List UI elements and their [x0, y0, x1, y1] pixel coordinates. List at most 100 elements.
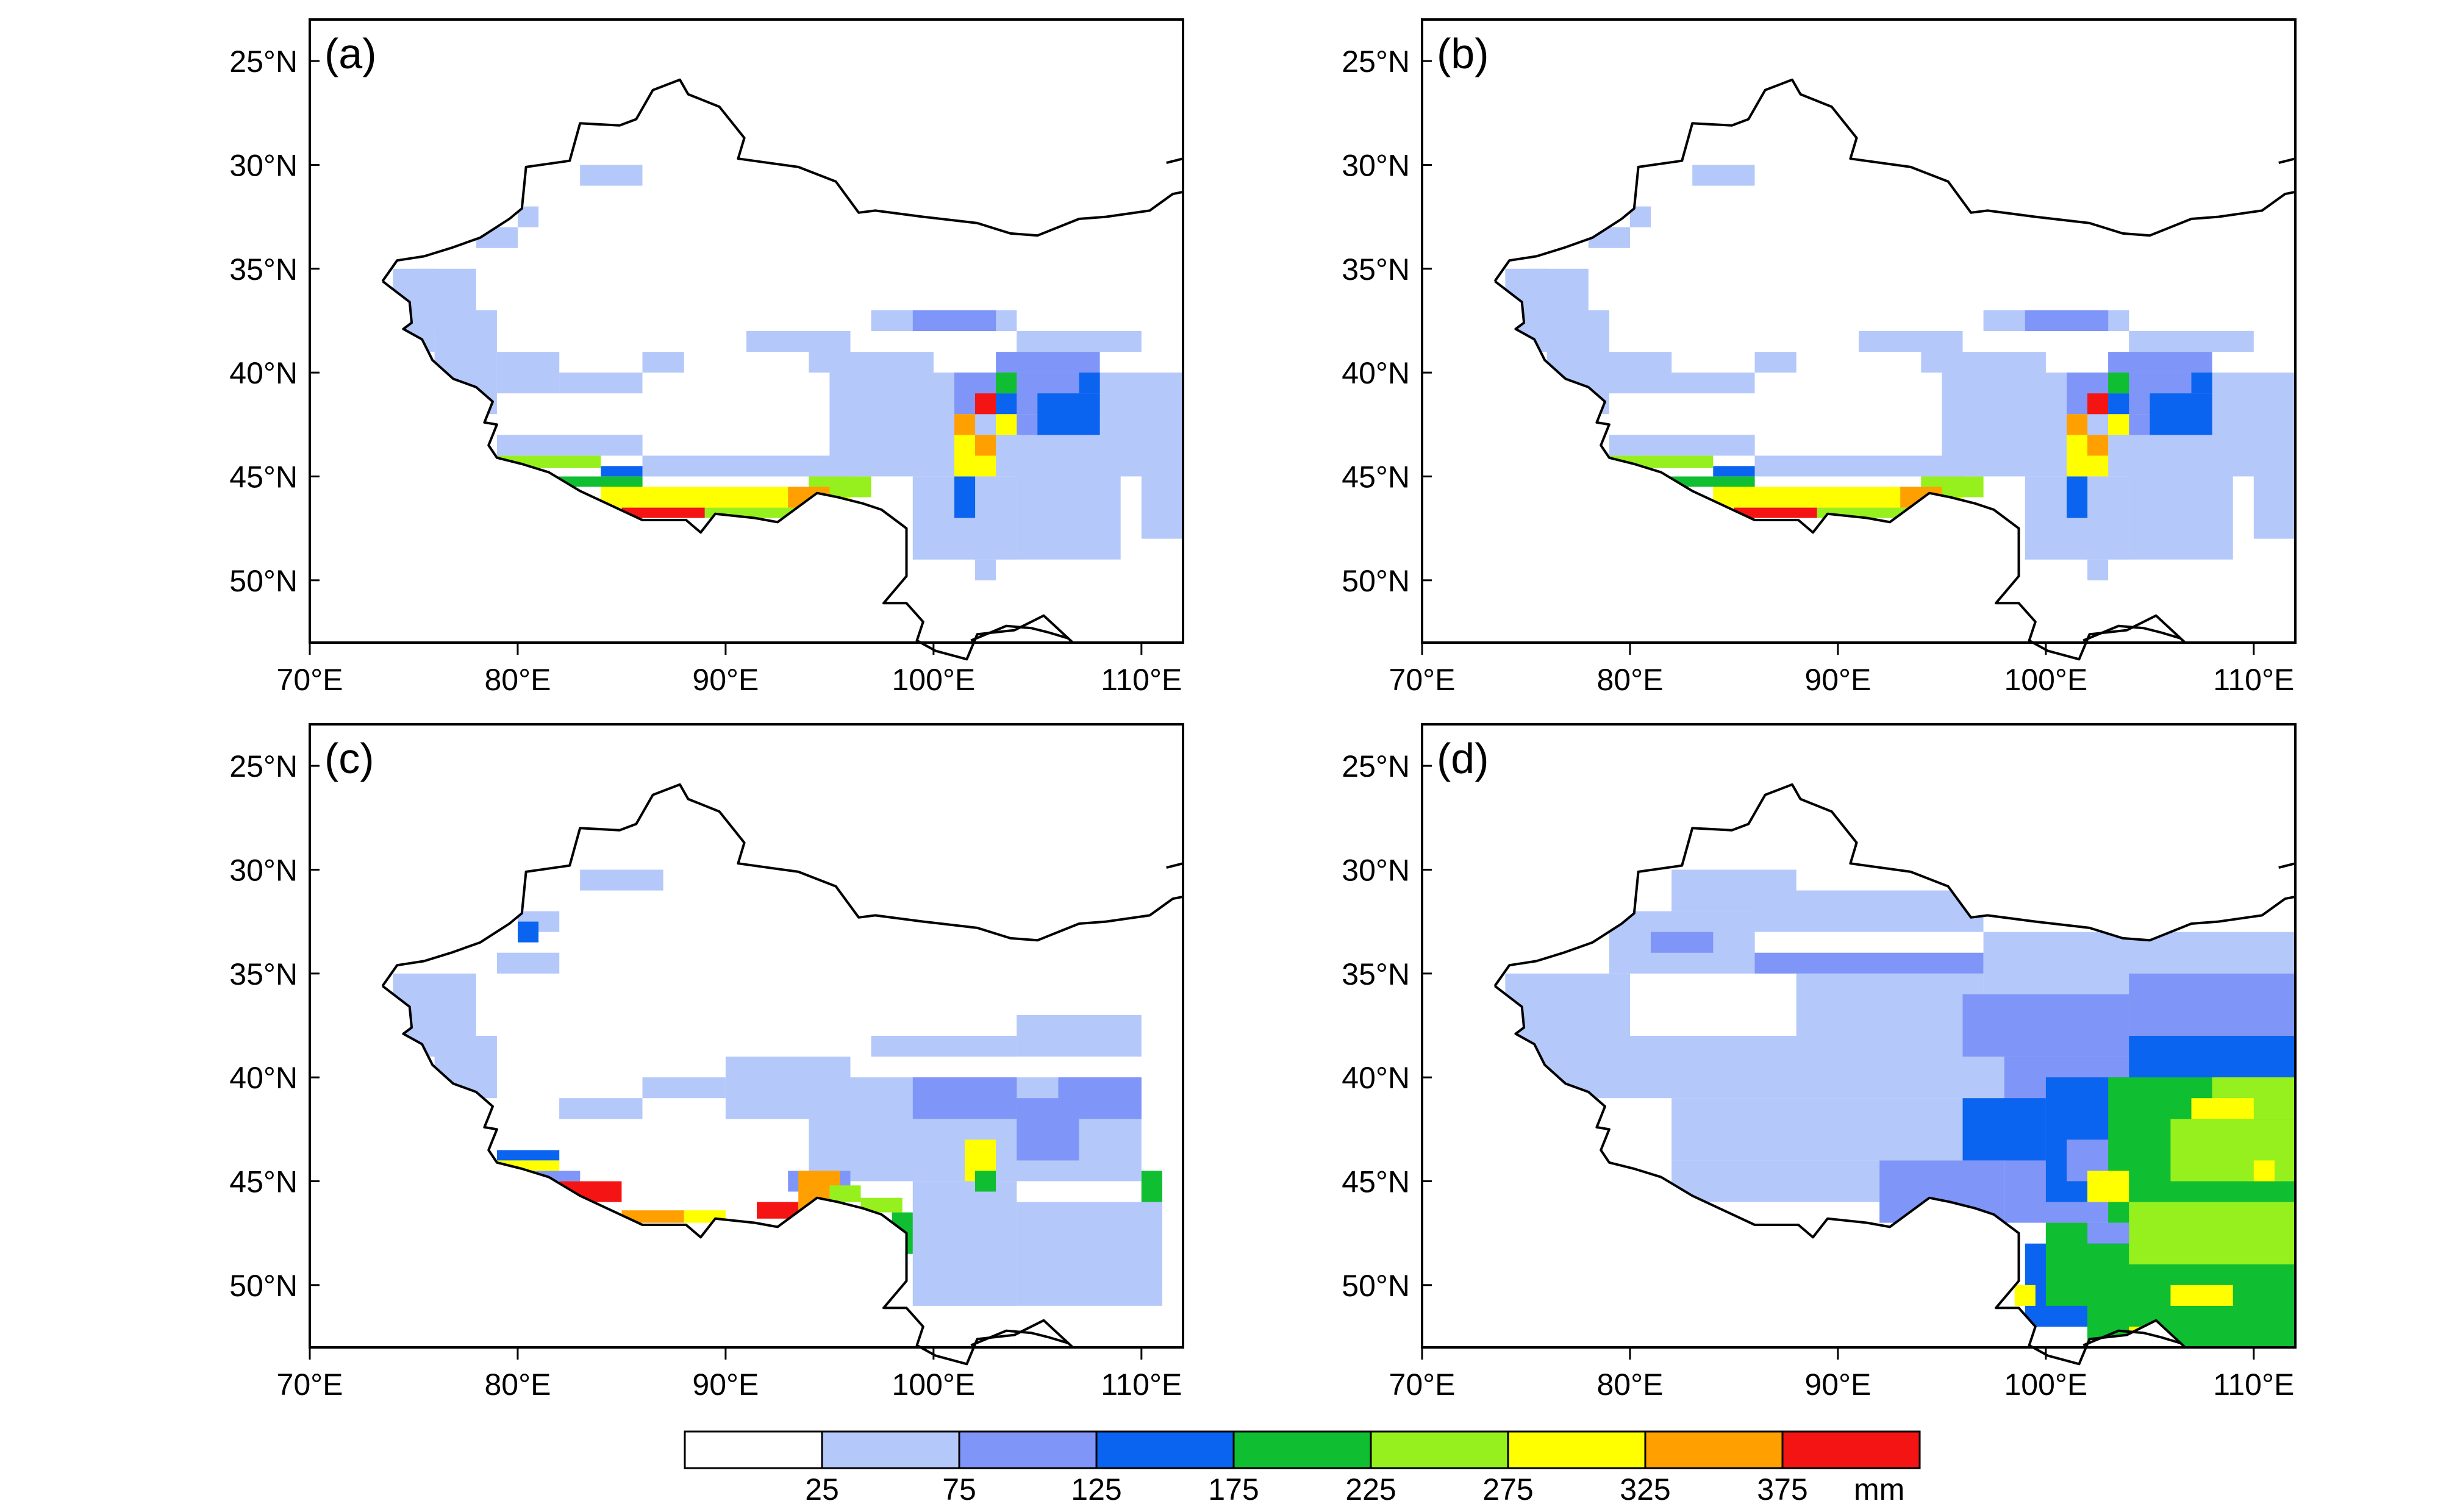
lat-tick-label: 50°N	[1342, 1269, 1410, 1303]
colorbar-box	[958, 1430, 1098, 1469]
precip-cell	[1017, 455, 1121, 560]
precip-cell	[1900, 487, 1942, 508]
lat-tick-label: 30°N	[229, 853, 298, 887]
precip-cell	[642, 1077, 726, 1099]
precip-cell	[850, 1119, 892, 1161]
precip-cell	[2025, 310, 2109, 331]
precip-cell	[2170, 1119, 2295, 1182]
precip-cell	[809, 352, 934, 373]
precip-cell	[954, 476, 976, 497]
lat-tick-label: 40°N	[1342, 356, 1410, 390]
precip-cell	[2253, 435, 2295, 539]
lat-tick-label: 40°N	[229, 356, 298, 390]
colorbar-label: 325	[1620, 1472, 1670, 1507]
precip-cell	[912, 1181, 1017, 1306]
lat-tick-label: 50°N	[229, 1269, 298, 1303]
map-panel: (d) 50°N 45°N 40°N 35°N 30°N 25°N 70°E 80°E 90°E 1…	[1342, 723, 2297, 1402]
colorbar-unit: mm	[1854, 1472, 1904, 1507]
colorbar-label: 25	[805, 1472, 839, 1507]
lon-tick-label: 90°E	[692, 1368, 759, 1402]
precip-cell	[1630, 476, 1755, 487]
lat-tick-label: 50°N	[1342, 564, 1410, 598]
country-border	[381, 783, 1184, 1366]
precip-cell	[975, 559, 996, 580]
precip-cell	[1879, 1160, 2004, 1223]
lon-tick-label: 70°E	[277, 1368, 343, 1402]
precip-cell	[2087, 1171, 2129, 1202]
precip-cell	[954, 414, 976, 435]
colorbar-box	[1095, 1430, 1235, 1469]
precip-cell	[1017, 1015, 1142, 1057]
colorbar-boxes	[684, 1430, 1921, 1469]
precip-cell	[496, 352, 560, 394]
precip-cell	[642, 352, 684, 373]
colorbar-box	[1781, 1430, 1921, 1469]
panels-layer: (a) 50°N 45°N 40°N 35°N 30°N 25°N 70°E 80°E 90°E 1…	[229, 18, 2297, 1402]
precip-cell	[2045, 1222, 2088, 1306]
precip-cell	[559, 1181, 622, 1202]
lon-tick-label: 80°E	[1596, 1368, 1663, 1402]
panel-label: (d)	[1437, 735, 1489, 782]
lon-tick-label: 80°E	[1596, 663, 1663, 697]
precip-cell	[559, 373, 643, 394]
precip-cell	[2108, 393, 2129, 415]
lon-tick-label: 110°E	[1101, 663, 1182, 697]
lat-tick-label: 25°N	[1342, 45, 1410, 79]
country-border	[1166, 157, 1184, 165]
lon-tick-label: 70°E	[1389, 1368, 1456, 1402]
precip-cell	[2067, 476, 2088, 497]
precip-cell	[975, 393, 996, 415]
precip-cell	[2191, 1098, 2254, 1119]
precip-cell	[642, 455, 851, 477]
precip-cell	[996, 352, 1100, 373]
lat-tick-label: 25°N	[229, 749, 298, 783]
precip-cell	[2087, 435, 2109, 456]
lon-tick-label: 100°E	[2004, 1368, 2087, 1402]
precip-cell	[996, 373, 1017, 394]
precip-cell	[1079, 373, 1100, 394]
colorbar: 25 75 125 175 225 275 325 375 mm	[684, 1430, 1921, 1507]
country-border	[1493, 78, 2297, 661]
precip-cell	[2108, 414, 2129, 435]
precip-cell	[580, 165, 643, 186]
precip-cell	[996, 414, 1017, 435]
colorbar-label: 125	[1071, 1472, 1121, 1507]
lon-tick-label: 100°E	[2004, 663, 2087, 697]
precip-cell	[2087, 393, 2109, 415]
precip-cell	[2129, 331, 2254, 352]
precip-cell	[1754, 890, 1984, 932]
precip-cell	[621, 507, 705, 518]
colorbar-label: 375	[1757, 1472, 1807, 1507]
precip-cell	[559, 1098, 643, 1119]
precip-cell	[621, 1210, 684, 1223]
precip-cell	[1962, 994, 2129, 1057]
lon-tick-label: 80°E	[484, 1368, 551, 1402]
colorbar-box	[1644, 1430, 1784, 1469]
precip-cell	[580, 869, 663, 891]
precip-cell	[601, 487, 726, 508]
colorbar-labels: 25 75 125 175 225 275 325 375	[805, 1472, 1808, 1507]
precip-cell	[2067, 414, 2088, 435]
precip-cell	[1734, 507, 1817, 518]
precip-cell	[1921, 352, 2046, 373]
lat-tick-label: 45°N	[229, 1164, 298, 1199]
precip-cell	[892, 1212, 913, 1254]
lat-tick-label: 45°N	[229, 460, 298, 494]
precip-cell	[1671, 1160, 1880, 1202]
map-panel: (c) 50°N 45°N 40°N 35°N 30°N 25°N 70°E 80°E 90°E 1…	[229, 723, 1184, 1402]
lat-tick-label: 30°N	[1342, 853, 1410, 887]
precip-cell	[1754, 952, 1984, 974]
precip-cell	[2150, 393, 2212, 435]
panel-label: (b)	[1437, 30, 1489, 77]
panel-label: (a)	[324, 30, 377, 77]
country-border	[1166, 862, 1184, 869]
country-border	[970, 1329, 1070, 1347]
map-frame	[1421, 18, 2297, 644]
precip-cell	[1058, 1077, 1142, 1119]
precip-cell	[1609, 352, 1672, 394]
panel-label: (c)	[324, 735, 374, 782]
precip-cell	[496, 435, 643, 456]
precip-cell	[1754, 455, 1963, 477]
precip-cell	[684, 1210, 726, 1223]
precip-field	[393, 165, 1183, 580]
